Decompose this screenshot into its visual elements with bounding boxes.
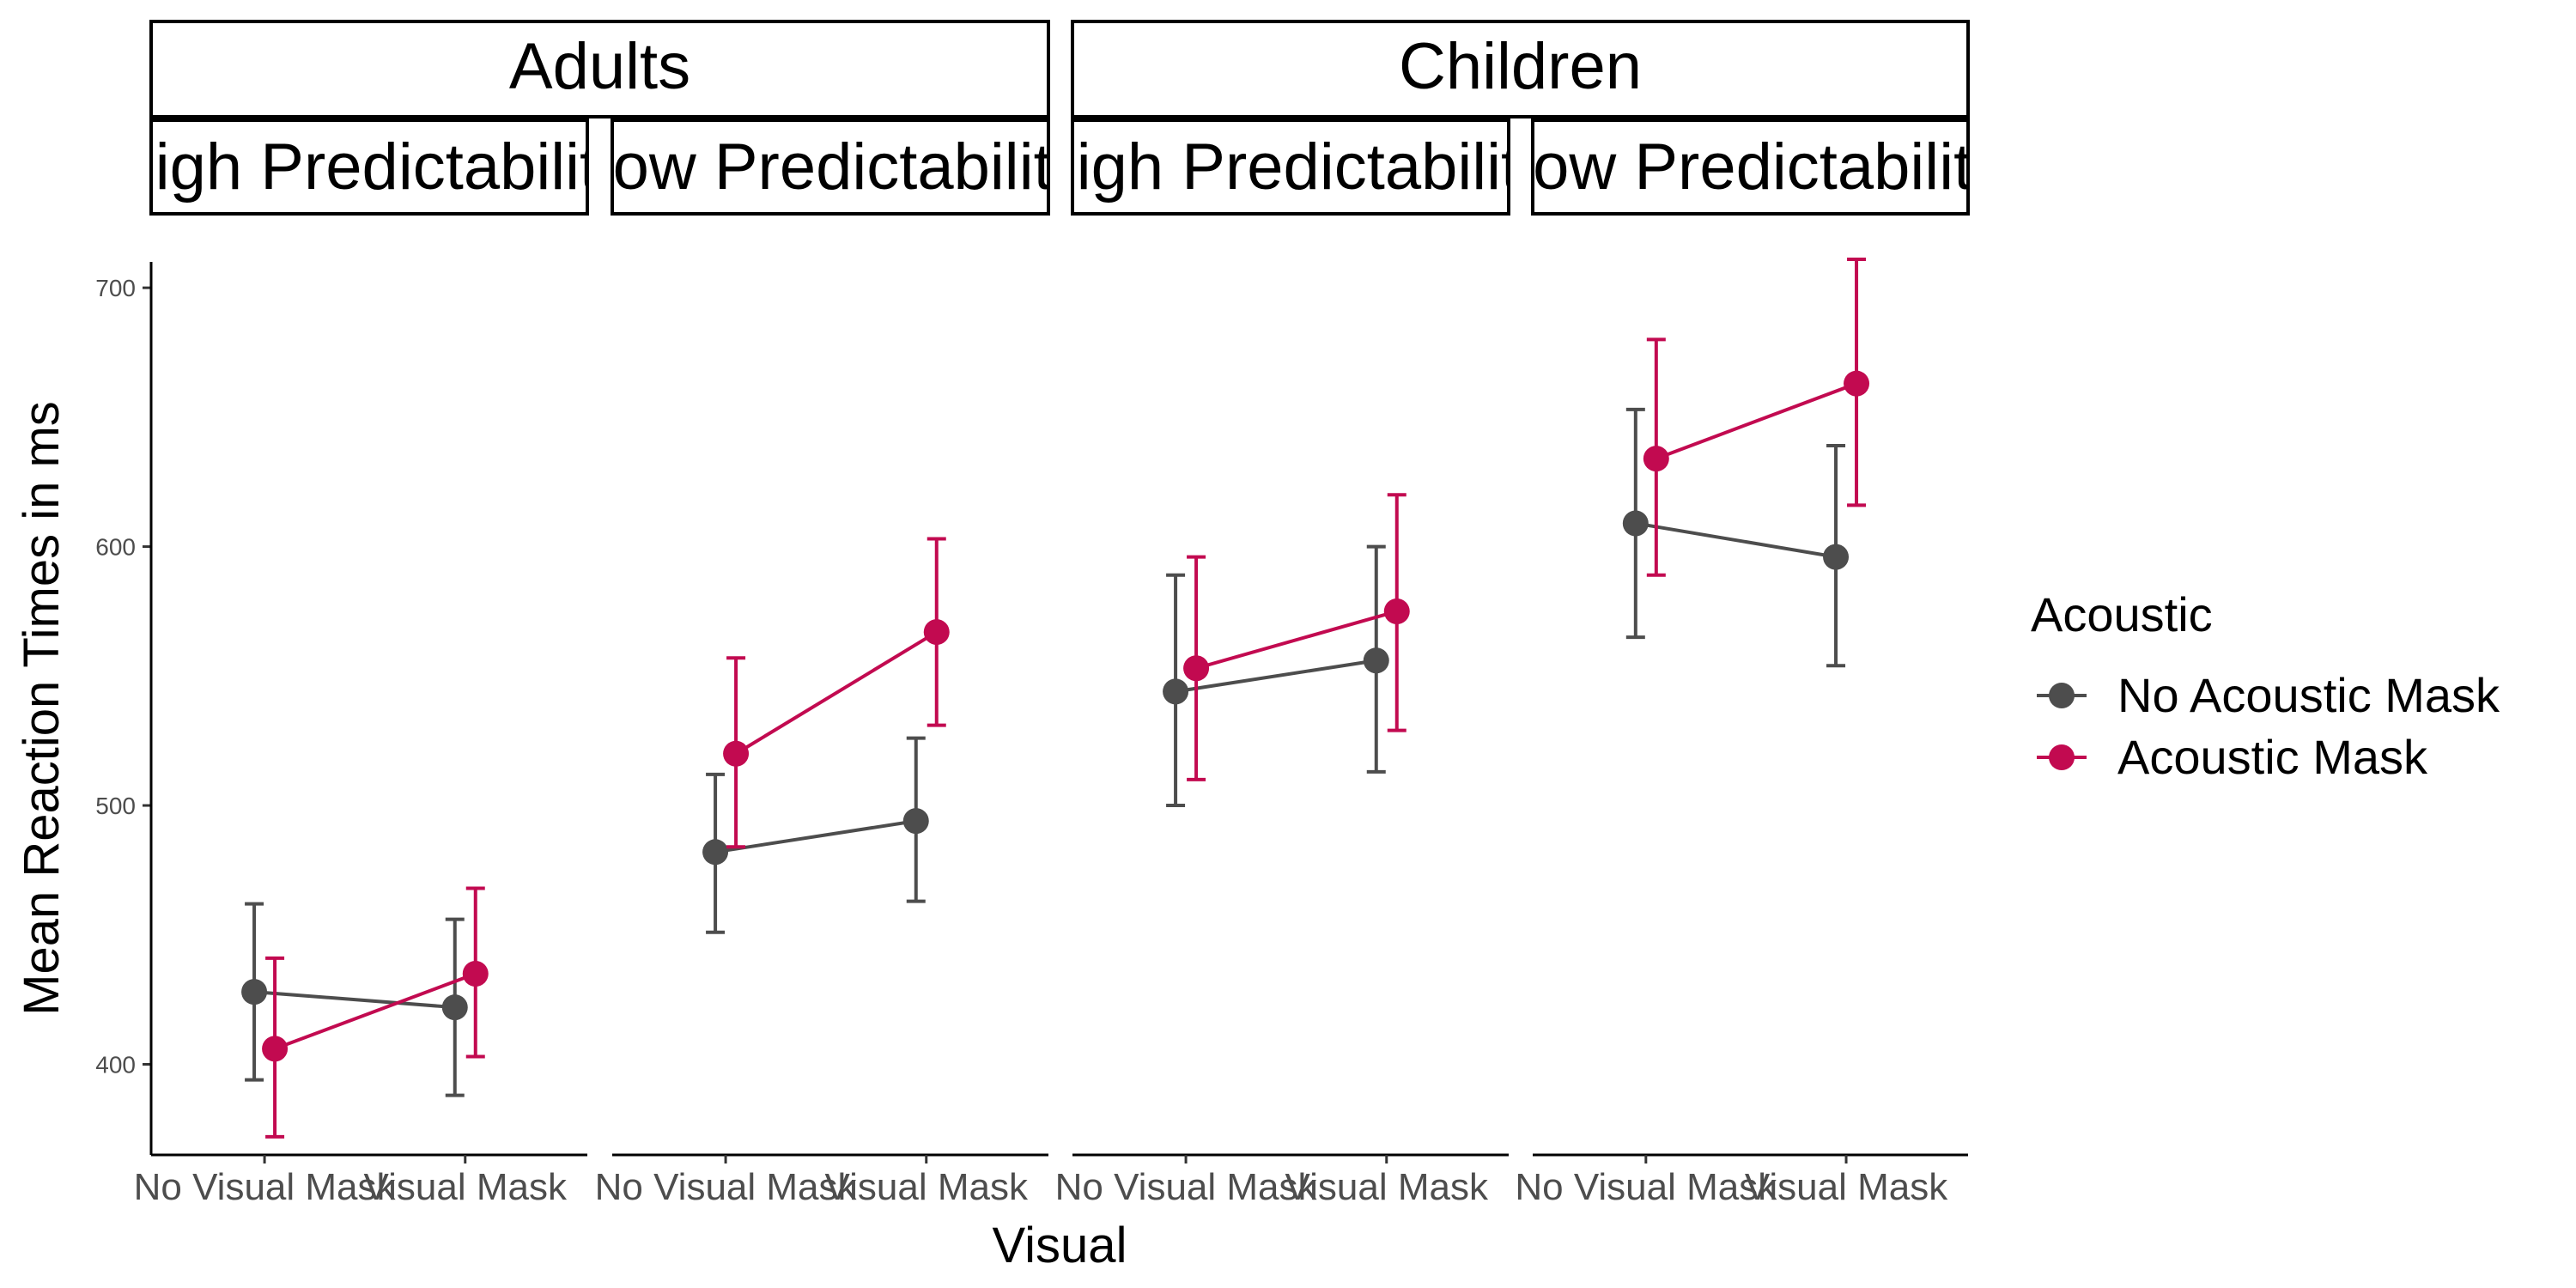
series-line xyxy=(1635,521,1837,559)
group-strip xyxy=(1071,20,1970,118)
group-strip-label: Adults xyxy=(509,30,690,103)
x-tick-label: Visual Mask xyxy=(825,1166,1029,1208)
panel-strip xyxy=(149,118,589,216)
panel-strip-label: Low Predictability xyxy=(1497,131,2004,204)
y-tick-label: 500 xyxy=(95,793,136,819)
series-line xyxy=(1656,381,1857,460)
legend-label: No Acoustic Mask xyxy=(2117,668,2500,722)
data-point xyxy=(1622,510,1649,537)
data-point xyxy=(723,740,750,767)
data-point xyxy=(1363,647,1389,674)
data-point xyxy=(923,619,950,646)
y-tick-label: 700 xyxy=(95,275,136,301)
data-point xyxy=(1183,655,1210,682)
panel-strip xyxy=(1071,118,1510,216)
data-point xyxy=(1643,446,1669,472)
y-tick-label: 400 xyxy=(95,1051,136,1078)
legend-label: Acoustic Mask xyxy=(2117,730,2428,784)
data-point xyxy=(441,994,468,1021)
x-axis-title: Visual xyxy=(993,1218,1127,1273)
series-line xyxy=(714,819,917,854)
x-tick-label: No Visual Mask xyxy=(595,1166,858,1208)
x-tick-label: No Visual Mask xyxy=(1515,1166,1777,1208)
group-strip xyxy=(149,20,1050,118)
x-tick-label: Visual Mask xyxy=(1285,1166,1489,1208)
data-point xyxy=(262,1036,289,1062)
x-tick-label: No Visual Mask xyxy=(134,1166,397,1208)
data-point xyxy=(1844,370,1870,397)
legend-key-point xyxy=(2049,744,2075,770)
series-line xyxy=(1175,659,1377,694)
data-point xyxy=(1823,544,1850,570)
data-point xyxy=(902,808,929,835)
x-tick-label: Visual Mask xyxy=(364,1166,568,1208)
panel-strip-label: High Predictability xyxy=(1030,131,1552,204)
panel-strip xyxy=(611,118,1050,216)
legend-key-point xyxy=(2049,683,2075,708)
panel-strip xyxy=(1531,118,1970,216)
group-strip-label: Children xyxy=(1399,30,1642,103)
series-line xyxy=(253,990,455,1010)
panel-strip-label: High Predictability xyxy=(108,131,630,204)
y-tick-label: 600 xyxy=(95,534,136,561)
y-axis-title: Mean Reaction Times in ms xyxy=(14,401,70,1016)
data-point xyxy=(702,839,729,866)
series-line xyxy=(735,630,938,756)
series-line xyxy=(1195,610,1398,671)
data-point xyxy=(462,960,489,987)
x-tick-label: Visual Mask xyxy=(1745,1166,1948,1208)
panel-strip-label: Low Predictability xyxy=(576,131,1084,204)
x-tick-label: No Visual Mask xyxy=(1055,1166,1318,1208)
data-point xyxy=(241,979,268,1005)
legend-title: Acoustic xyxy=(2031,587,2213,641)
data-point xyxy=(1163,678,1189,705)
series-line xyxy=(274,972,477,1051)
data-point xyxy=(1383,598,1410,624)
